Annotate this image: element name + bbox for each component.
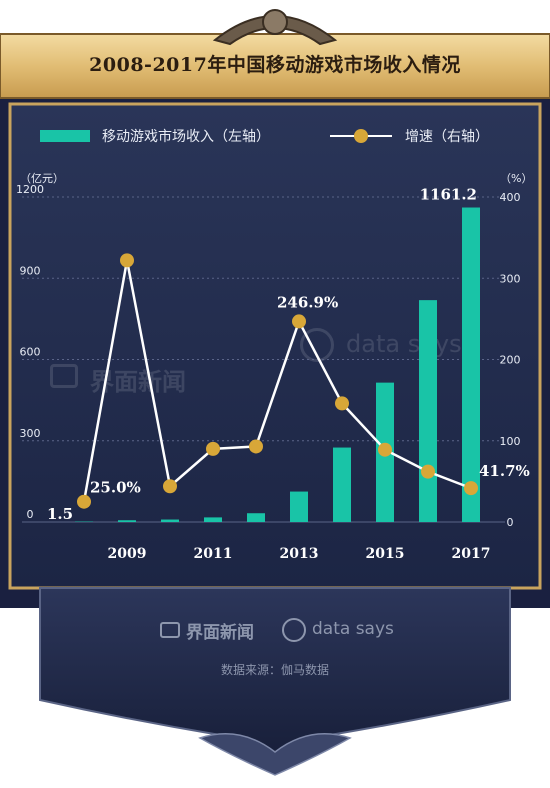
growth-point bbox=[206, 441, 220, 456]
crest-gem bbox=[262, 9, 288, 35]
footer-datasays-text: data says bbox=[312, 619, 394, 639]
crest-emblem bbox=[212, 15, 338, 46]
footer-datasays-icon bbox=[282, 618, 306, 642]
bar bbox=[333, 447, 351, 522]
chart-title: 2008-2017年中国移动游戏市场收入情况 bbox=[89, 54, 461, 76]
x-axis-tick-label: 2009 bbox=[108, 546, 147, 562]
datasays-icon bbox=[300, 328, 334, 362]
x-axis-tick-label: 2017 bbox=[452, 546, 491, 562]
bar bbox=[290, 491, 308, 522]
bar bbox=[419, 300, 437, 522]
right-axis-tick-label: 400 bbox=[500, 191, 521, 204]
chart-panel bbox=[8, 102, 542, 590]
bar bbox=[247, 513, 265, 522]
data-label: 246.9% bbox=[277, 293, 338, 311]
legend-line-swatch bbox=[330, 129, 392, 143]
left-axis-unit: （亿元） bbox=[20, 172, 64, 185]
bar bbox=[118, 520, 136, 522]
growth-point bbox=[77, 494, 91, 509]
bar bbox=[161, 519, 179, 522]
chart-legend: 移动游戏市场收入（左轴） 增速（右轴） bbox=[40, 125, 520, 147]
legend-bar-swatch bbox=[40, 130, 90, 142]
data-label: 25.0% bbox=[90, 479, 141, 497]
growth-point bbox=[421, 464, 435, 479]
growth-point bbox=[335, 396, 349, 411]
watermark-logo-icon bbox=[50, 364, 78, 388]
right-axis-tick-label: 100 bbox=[500, 435, 521, 448]
footer-brand: 界面新闻 data says bbox=[160, 618, 400, 644]
footer-brand-text: 界面新闻 bbox=[186, 623, 254, 643]
growth-point bbox=[292, 314, 306, 329]
x-axis-tick-label: 2013 bbox=[280, 546, 319, 562]
shield-ornament bbox=[198, 733, 352, 776]
data-label: 41.7% bbox=[479, 462, 530, 480]
left-axis-tick-label: 600 bbox=[20, 346, 41, 359]
growth-point bbox=[464, 481, 478, 496]
title-banner bbox=[0, 34, 550, 98]
growth-point bbox=[120, 253, 134, 268]
growth-point bbox=[249, 439, 263, 454]
data-label: 1.5 bbox=[47, 505, 73, 523]
right-axis-tick-label: 0 bbox=[507, 516, 514, 529]
growth-point bbox=[163, 479, 177, 494]
bar bbox=[204, 517, 222, 522]
right-axis-unit: （%） bbox=[500, 172, 533, 185]
right-axis-tick-label: 300 bbox=[500, 272, 521, 285]
data-source: 数据来源：伽马数据 bbox=[220, 663, 329, 677]
right-axis-tick-label: 200 bbox=[500, 354, 521, 367]
left-axis-tick-label: 300 bbox=[20, 427, 41, 440]
watermark-datasays: data says bbox=[300, 328, 500, 362]
left-axis-tick-label: 1200 bbox=[16, 183, 44, 196]
footer-logo-icon bbox=[160, 622, 180, 638]
growth-point bbox=[378, 442, 392, 457]
left-axis-tick-label: 0 bbox=[27, 508, 34, 521]
data-label: 1161.2 bbox=[420, 186, 477, 204]
bar bbox=[462, 207, 480, 522]
legend-line-label: 增速（右轴） bbox=[405, 129, 489, 145]
x-axis-tick-label: 2011 bbox=[194, 546, 233, 562]
growth-line bbox=[82, 260, 472, 502]
legend-bar-label: 移动游戏市场收入（左轴） bbox=[102, 129, 270, 145]
left-axis-tick-label: 900 bbox=[20, 264, 41, 277]
x-axis-tick-label: 2015 bbox=[366, 546, 405, 562]
watermark-datasays-text: data says bbox=[346, 330, 462, 358]
